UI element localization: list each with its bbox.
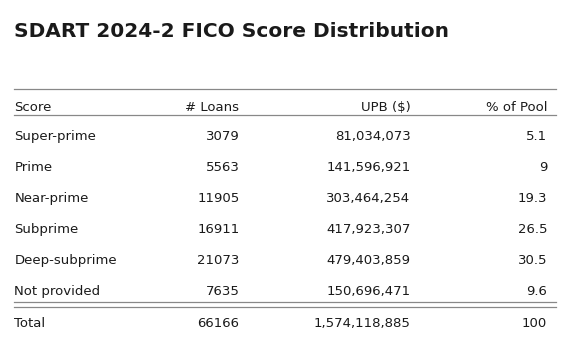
Text: 21073: 21073	[197, 254, 239, 267]
Text: 81,034,073: 81,034,073	[335, 130, 410, 143]
Text: 5.1: 5.1	[526, 130, 547, 143]
Text: 66166: 66166	[197, 317, 239, 330]
Text: Subprime: Subprime	[14, 223, 79, 236]
Text: SDART 2024-2 FICO Score Distribution: SDART 2024-2 FICO Score Distribution	[14, 22, 449, 41]
Text: 100: 100	[522, 317, 547, 330]
Text: 3079: 3079	[206, 130, 239, 143]
Text: 1,574,118,885: 1,574,118,885	[314, 317, 410, 330]
Text: 417,923,307: 417,923,307	[326, 223, 410, 236]
Text: 30.5: 30.5	[518, 254, 547, 267]
Text: 150,696,471: 150,696,471	[326, 285, 410, 298]
Text: 19.3: 19.3	[518, 192, 547, 205]
Text: 9: 9	[539, 161, 547, 174]
Text: 479,403,859: 479,403,859	[327, 254, 410, 267]
Text: 9.6: 9.6	[526, 285, 547, 298]
Text: 5563: 5563	[206, 161, 239, 174]
Text: 141,596,921: 141,596,921	[326, 161, 410, 174]
Text: Near-prime: Near-prime	[14, 192, 88, 205]
Text: UPB ($): UPB ($)	[361, 101, 410, 114]
Text: Not provided: Not provided	[14, 285, 100, 298]
Text: % of Pool: % of Pool	[486, 101, 547, 114]
Text: 16911: 16911	[197, 223, 239, 236]
Text: 7635: 7635	[206, 285, 239, 298]
Text: 11905: 11905	[197, 192, 239, 205]
Text: Deep-subprime: Deep-subprime	[14, 254, 117, 267]
Text: 26.5: 26.5	[518, 223, 547, 236]
Text: Super-prime: Super-prime	[14, 130, 96, 143]
Text: Prime: Prime	[14, 161, 52, 174]
Text: 303,464,254: 303,464,254	[326, 192, 410, 205]
Text: Score: Score	[14, 101, 52, 114]
Text: # Loans: # Loans	[185, 101, 239, 114]
Text: Total: Total	[14, 317, 46, 330]
